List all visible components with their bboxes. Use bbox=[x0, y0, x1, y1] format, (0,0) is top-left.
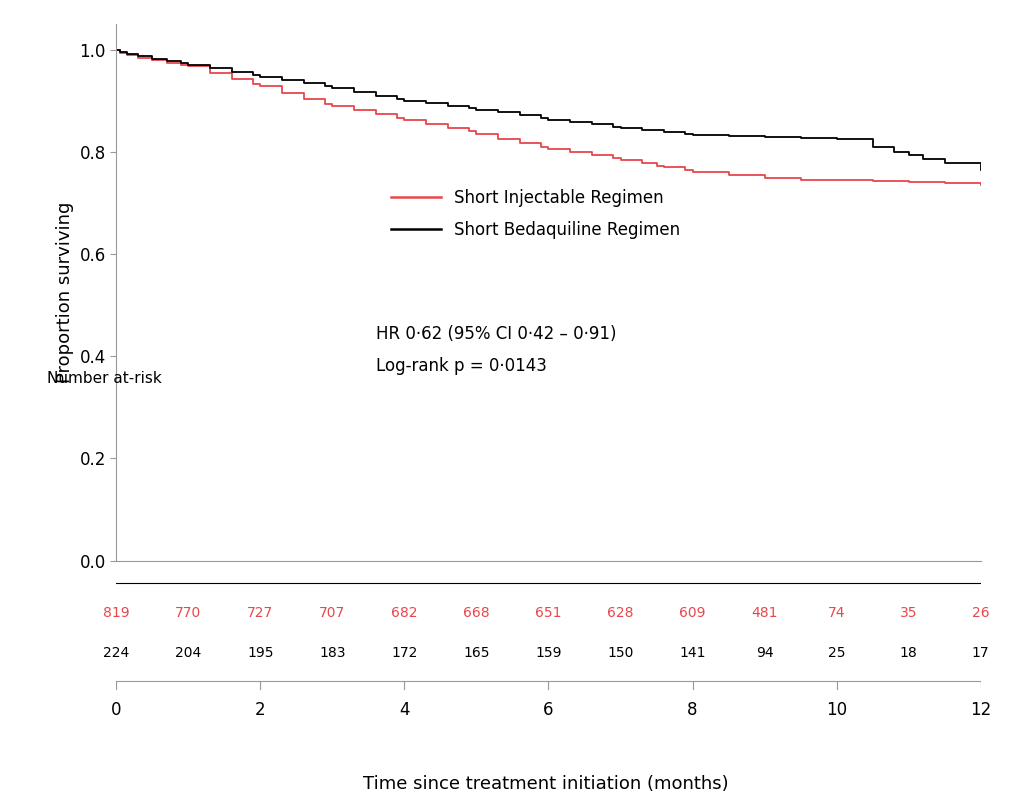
Text: 770: 770 bbox=[175, 606, 201, 620]
Text: 35: 35 bbox=[900, 606, 917, 620]
Text: 0: 0 bbox=[111, 701, 121, 718]
Text: 10: 10 bbox=[826, 701, 847, 718]
Text: 628: 628 bbox=[608, 606, 634, 620]
Text: 481: 481 bbox=[751, 606, 777, 620]
Text: 8: 8 bbox=[687, 701, 698, 718]
Text: 727: 727 bbox=[248, 606, 273, 620]
Text: 2: 2 bbox=[255, 701, 266, 718]
Text: Time since treatment initiation (months): Time since treatment initiation (months) bbox=[363, 775, 729, 793]
Text: 12: 12 bbox=[970, 701, 992, 718]
Text: 224: 224 bbox=[103, 646, 129, 660]
Text: HR 0·62 (95% CI 0·42 – 0·91): HR 0·62 (95% CI 0·42 – 0·91) bbox=[375, 324, 616, 343]
Text: 4: 4 bbox=[399, 701, 409, 718]
Text: 74: 74 bbox=[828, 606, 845, 620]
Text: 183: 183 bbox=[319, 646, 346, 660]
Text: 204: 204 bbox=[175, 646, 201, 660]
Text: 682: 682 bbox=[391, 606, 418, 620]
Text: 94: 94 bbox=[756, 646, 773, 660]
Text: 609: 609 bbox=[679, 606, 706, 620]
Legend: Short Injectable Regimen, Short Bedaquiline Regimen: Short Injectable Regimen, Short Bedaquil… bbox=[384, 183, 686, 245]
Text: Log-rank p = 0·0143: Log-rank p = 0·0143 bbox=[375, 356, 547, 375]
Text: 18: 18 bbox=[900, 646, 918, 660]
Text: 141: 141 bbox=[679, 646, 706, 660]
Text: 707: 707 bbox=[319, 606, 346, 620]
Text: 25: 25 bbox=[828, 646, 845, 660]
Text: 651: 651 bbox=[535, 606, 562, 620]
Text: 159: 159 bbox=[535, 646, 562, 660]
Text: 17: 17 bbox=[972, 646, 990, 660]
Text: 6: 6 bbox=[543, 701, 554, 718]
Y-axis label: Proportion surviving: Proportion surviving bbox=[56, 202, 74, 383]
Text: 150: 150 bbox=[608, 646, 634, 660]
Text: 172: 172 bbox=[391, 646, 418, 660]
Text: 26: 26 bbox=[972, 606, 990, 620]
Text: 819: 819 bbox=[103, 606, 129, 620]
Text: 165: 165 bbox=[463, 646, 489, 660]
Text: 668: 668 bbox=[463, 606, 489, 620]
Text: 195: 195 bbox=[247, 646, 274, 660]
Text: Number at-risk: Number at-risk bbox=[48, 371, 162, 386]
